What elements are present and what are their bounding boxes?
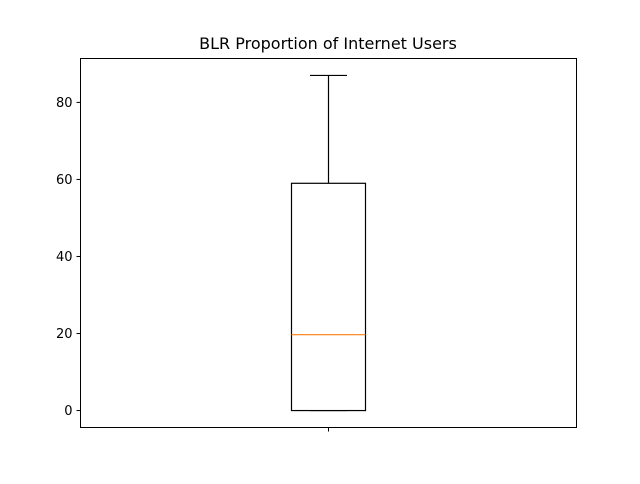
chart-title: BLR Proportion of Internet Users	[199, 34, 457, 53]
y-tick-label: 0	[64, 404, 72, 419]
y-tick-label: 20	[56, 327, 73, 342]
plot-area: 0 20 40 60 80	[56, 74, 367, 432]
axes-frame	[80, 58, 577, 428]
box-iqr	[290, 182, 367, 412]
y-tick-label: 40	[56, 250, 73, 265]
y-tick-label: 80	[56, 96, 73, 111]
y-tick-label: 60	[56, 173, 73, 188]
